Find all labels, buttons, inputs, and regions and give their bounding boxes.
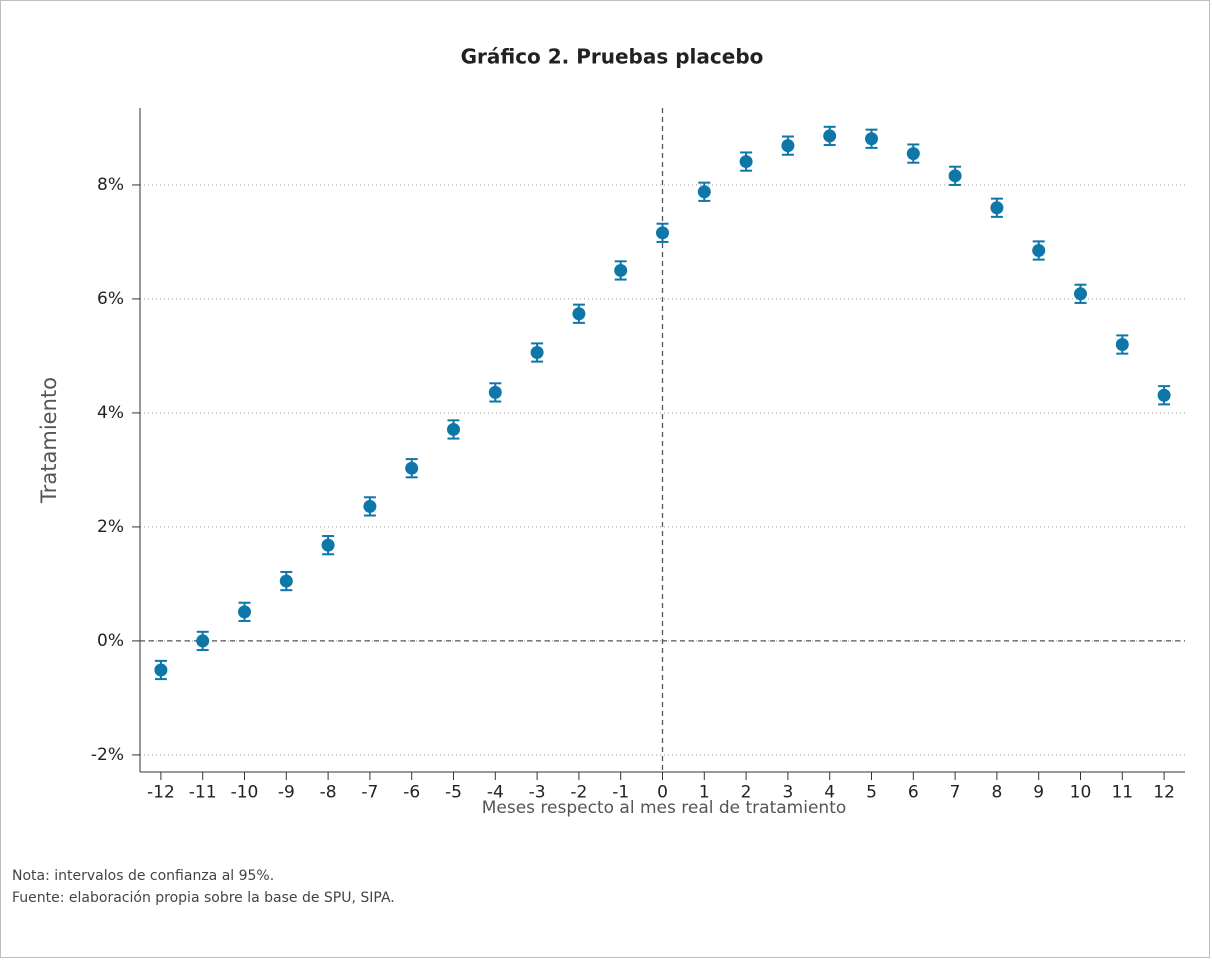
point	[1115, 338, 1129, 352]
x-tick-label: 12	[1153, 782, 1175, 802]
x-tick-label: 5	[866, 782, 877, 802]
note: Nota: intervalos de confianza al 95%.	[12, 868, 274, 884]
point	[1074, 287, 1087, 301]
point	[405, 461, 419, 475]
point	[279, 574, 293, 588]
point	[530, 346, 544, 360]
y-axis-label: Tratamiento	[37, 377, 61, 504]
point	[739, 155, 753, 169]
y-tick-label: 0%	[97, 631, 124, 651]
y-tick-label: 8%	[97, 175, 124, 195]
point	[363, 499, 377, 513]
point	[447, 422, 460, 436]
note: Fuente: elaboración propia sobre la base…	[12, 890, 395, 906]
x-tick-label: -9	[278, 782, 295, 802]
x-tick-label: 10	[1070, 782, 1092, 802]
x-tick-label: -3	[529, 782, 546, 802]
y-tick-label: 4%	[97, 403, 124, 423]
x-tick-label: 8	[991, 782, 1002, 802]
x-tick-label: -11	[189, 782, 217, 802]
point	[781, 139, 795, 153]
x-tick-label: 7	[950, 782, 961, 802]
y-tick-label: 2%	[97, 517, 124, 537]
point	[823, 129, 837, 143]
y-tick-label: -2%	[91, 745, 124, 765]
x-tick-label: -12	[147, 782, 175, 802]
point	[948, 169, 962, 183]
x-tick-label: 6	[908, 782, 919, 802]
point	[1157, 388, 1171, 402]
x-tick-label: 11	[1111, 782, 1133, 802]
y-tick-label: 6%	[97, 289, 124, 309]
point	[865, 132, 878, 146]
x-tick-label: -2	[570, 782, 587, 802]
point	[614, 263, 628, 277]
x-tick-label: -5	[445, 782, 462, 802]
x-tick-label: 3	[782, 782, 793, 802]
x-tick-label: -1	[612, 782, 629, 802]
point	[990, 201, 1004, 215]
x-tick-label: 9	[1033, 782, 1044, 802]
x-axis-label: Meses respecto al mes real de tratamient…	[482, 798, 847, 818]
point	[321, 538, 335, 552]
point	[656, 226, 669, 240]
x-tick-label: -8	[320, 782, 337, 802]
x-tick-label: 0	[657, 782, 668, 802]
point	[196, 634, 210, 648]
point	[1032, 243, 1046, 257]
point	[572, 307, 586, 321]
point	[154, 663, 168, 677]
x-tick-label: -4	[487, 782, 504, 802]
x-tick-label: 4	[824, 782, 835, 802]
point	[238, 605, 251, 619]
chart-title: Gráfico 2. Pruebas placebo	[461, 45, 764, 69]
point	[488, 385, 502, 399]
x-tick-label: -10	[231, 782, 259, 802]
x-tick-label: -6	[403, 782, 420, 802]
point	[906, 147, 920, 161]
point	[697, 185, 711, 199]
x-tick-label: 1	[699, 782, 710, 802]
x-tick-label: -7	[361, 782, 378, 802]
x-tick-label: 2	[741, 782, 752, 802]
